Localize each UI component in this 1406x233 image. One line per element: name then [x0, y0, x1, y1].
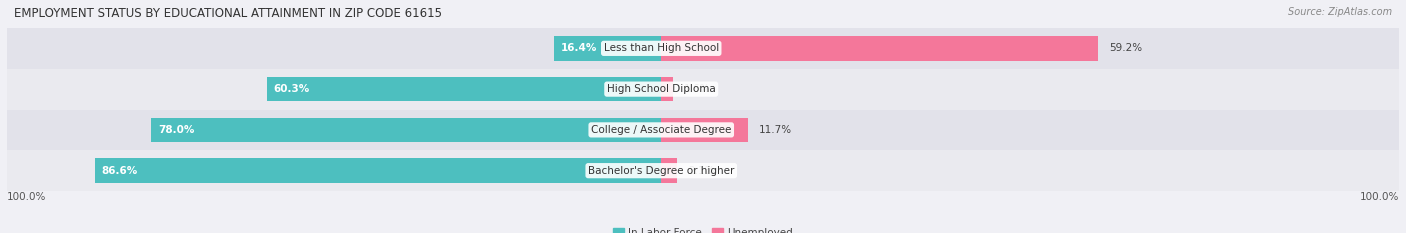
- Text: 86.6%: 86.6%: [101, 166, 138, 176]
- Bar: [150, 118, 661, 142]
- Text: 78.0%: 78.0%: [157, 125, 194, 135]
- Bar: [661, 77, 673, 101]
- Text: EMPLOYMENT STATUS BY EDUCATIONAL ATTAINMENT IN ZIP CODE 61615: EMPLOYMENT STATUS BY EDUCATIONAL ATTAINM…: [14, 7, 441, 20]
- Bar: [7, 110, 1399, 150]
- Bar: [661, 158, 676, 183]
- Bar: [7, 150, 1399, 191]
- Text: 60.3%: 60.3%: [274, 84, 309, 94]
- Bar: [661, 118, 748, 142]
- Legend: In Labor Force, Unemployed: In Labor Force, Unemployed: [613, 228, 793, 233]
- Text: 16.4%: 16.4%: [561, 43, 598, 53]
- Text: 100.0%: 100.0%: [1360, 192, 1399, 202]
- Text: Bachelor's Degree or higher: Bachelor's Degree or higher: [588, 166, 734, 176]
- Bar: [7, 69, 1399, 110]
- Text: College / Associate Degree: College / Associate Degree: [591, 125, 731, 135]
- Text: Source: ZipAtlas.com: Source: ZipAtlas.com: [1288, 7, 1392, 17]
- Bar: [94, 158, 661, 183]
- Bar: [267, 77, 661, 101]
- Text: Less than High School: Less than High School: [603, 43, 718, 53]
- Text: 11.7%: 11.7%: [759, 125, 792, 135]
- Text: 100.0%: 100.0%: [7, 192, 46, 202]
- Text: 2.1%: 2.1%: [688, 166, 714, 176]
- Text: 1.6%: 1.6%: [685, 84, 710, 94]
- Text: 59.2%: 59.2%: [1109, 43, 1142, 53]
- Bar: [7, 28, 1399, 69]
- Bar: [661, 36, 1098, 61]
- Text: High School Diploma: High School Diploma: [607, 84, 716, 94]
- Bar: [554, 36, 661, 61]
